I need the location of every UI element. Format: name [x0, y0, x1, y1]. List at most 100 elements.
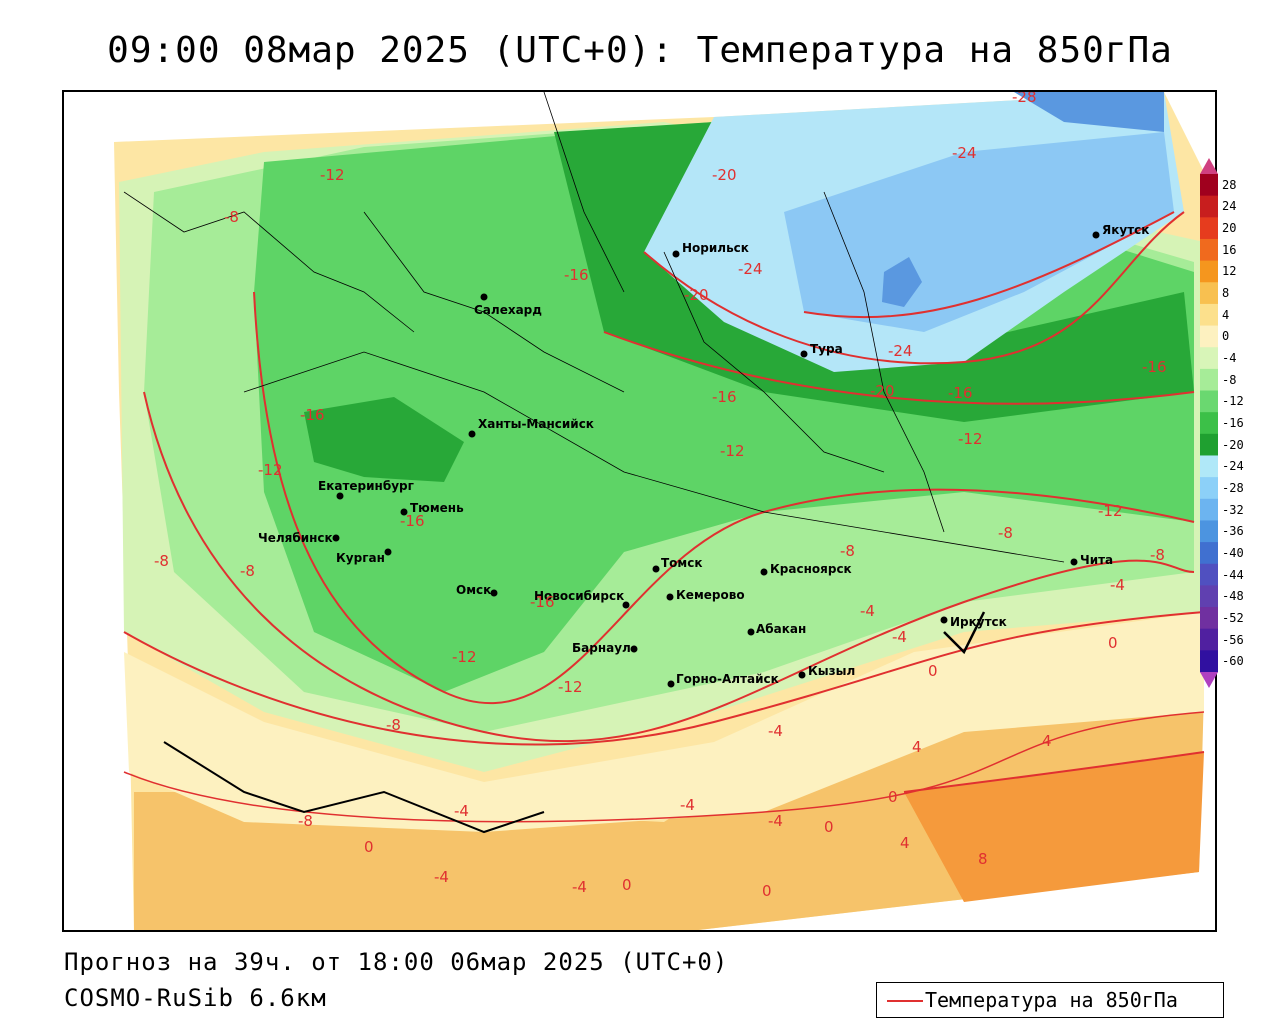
isotherm-label: 4 [1042, 732, 1052, 750]
svg-text:Салехард: Салехард [474, 303, 542, 317]
colorbar-tick-label: -36 [1222, 524, 1244, 539]
isotherm-label: -4 [680, 796, 695, 814]
model-info: COSMO-RuSib 6.6км [64, 984, 327, 1012]
svg-text:Омск: Омск [456, 583, 491, 597]
isotherm-label: -12 [320, 166, 345, 184]
isotherm-label: -4 [1110, 576, 1125, 594]
isotherm-label: -24 [738, 260, 763, 278]
isotherm-line [603, 331, 1195, 405]
colorbar-swatch [1200, 650, 1218, 673]
isotherm-label: -8 [1150, 546, 1165, 564]
colorbar-swatch [1200, 520, 1218, 543]
colorbar-tick-label: -24 [1222, 459, 1244, 474]
colorbar-swatch [1200, 455, 1218, 478]
colorbar-swatch [1200, 347, 1218, 370]
colorbar-swatch [1200, 174, 1218, 197]
isotherm-line [123, 711, 1205, 823]
colorbar-tick-label: -4 [1222, 351, 1237, 366]
colorbar-swatch [1200, 607, 1218, 630]
isotherm-label: -20 [870, 382, 895, 400]
isotherm-label: -24 [952, 144, 977, 162]
svg-text:Кемерово: Кемерово [676, 588, 745, 602]
colorbar-top-arrow [1200, 158, 1218, 174]
isotherm-line [903, 751, 1205, 793]
city-marker: Иркутск [940, 615, 1007, 629]
colorbar-tick-label: -28 [1222, 480, 1244, 495]
svg-text:Красноярск: Красноярск [770, 562, 852, 576]
isotherm-line [123, 611, 1205, 746]
svg-text:Чита: Чита [1080, 553, 1113, 567]
colorbar-swatch [1200, 238, 1218, 262]
colorbar-tick-label: 8 [1222, 286, 1230, 301]
isotherm-label: -8 [386, 716, 401, 734]
colorbar-tick-label: 0 [1222, 329, 1230, 344]
colorbar-swatch [1200, 303, 1218, 327]
isotherm-label: -8 [840, 542, 855, 560]
isotherm-label: -16 [300, 406, 325, 424]
isotherm-label: 4 [912, 738, 922, 756]
isotherm-label: -12 [1098, 502, 1123, 520]
svg-text:Томск: Томск [661, 556, 703, 570]
isotherm-label: 0 [824, 818, 834, 836]
isotherm-labels: -12 -8 -16 -20 -24 -28 -24 -16 -20 -24 -… [154, 92, 1167, 900]
colorbar-swatch [1200, 195, 1218, 218]
colorbar-tick-label: 28 [1222, 177, 1237, 192]
colorbar-swatch [1200, 368, 1218, 392]
zone-minus24 [784, 132, 1174, 332]
colorbar-swatch [1200, 542, 1218, 565]
zone-minus28-spot [882, 257, 922, 307]
isotherm-label: 0 [1108, 634, 1118, 652]
svg-text:Норильск: Норильск [682, 241, 749, 255]
isotherm-label: -8 [298, 812, 313, 830]
colorbar-swatch [1200, 563, 1218, 586]
city-marker: Чита [1070, 553, 1113, 567]
isotherm-line [643, 211, 1185, 365]
colorbar-tick-label: -40 [1222, 545, 1244, 560]
colorbar-swatch [1200, 433, 1218, 456]
colorbar-tick-label: -8 [1222, 372, 1237, 387]
colorbar-swatch [1200, 498, 1218, 521]
isotherm-label: 0 [928, 662, 938, 680]
colorbar-tick-label: -52 [1222, 610, 1244, 625]
isotherm-label: -16 [948, 384, 973, 402]
isotherm-label: -4 [434, 868, 449, 886]
boundary-line [163, 741, 545, 834]
isotherm-label: 0 [622, 876, 632, 894]
svg-text:Барнаул: Барнаул [572, 641, 631, 655]
colorbar-swatch [1200, 282, 1218, 305]
isotherm-label: -16 [400, 512, 425, 530]
city-marker: Кызыл [798, 664, 855, 679]
zone-zero-band [124, 612, 1204, 832]
zone-south-warm [134, 692, 1204, 930]
isotherm-line [803, 211, 1175, 319]
boundary-line [543, 92, 625, 293]
temperature-colorbar [1200, 158, 1218, 688]
isotherm-label: -4 [860, 602, 875, 620]
colorbar-swatch [1200, 217, 1218, 240]
boundary-line [943, 611, 986, 655]
colorbar-swatch [1200, 585, 1218, 608]
city-marker: Кемерово [666, 588, 745, 602]
colorbar-swatch [1200, 260, 1218, 283]
isotherm-label: -4 [572, 878, 587, 896]
isotherm-label: -16 [530, 593, 555, 611]
temperature-map[interactable]: Салехард Норильск Якутск Тура Ханты-Манс… [62, 90, 1217, 932]
isotherm-label: -8 [998, 524, 1013, 542]
city-marker: Тура [800, 342, 843, 358]
isotherm-label: -20 [712, 166, 737, 184]
colorbar-swatch [1200, 477, 1218, 500]
svg-text:Якутск: Якутск [1102, 223, 1149, 237]
svg-text:Иркутск: Иркутск [950, 615, 1007, 629]
map-title: 09:00 08мар 2025 (UTC+0): Температура на… [107, 30, 1173, 71]
city-marker: Норильск [672, 241, 749, 258]
svg-text:Новосибирск: Новосибирск [534, 589, 624, 603]
svg-text:Екатеринбург: Екатеринбург [318, 479, 414, 493]
isotherm-label: -8 [154, 552, 169, 570]
colorbar-tick-label: -44 [1222, 567, 1244, 582]
forecast-info: Прогноз на 39ч. от 18:00 06мар 2025 (UTC… [64, 948, 729, 976]
isotherm-label: -20 [684, 286, 709, 304]
isotherm-label: -16 [564, 266, 589, 284]
city-marker: Ханты-Мансийск [468, 417, 594, 438]
isotherm-line [253, 291, 1195, 705]
city-marker: Новосибирск [534, 589, 630, 609]
